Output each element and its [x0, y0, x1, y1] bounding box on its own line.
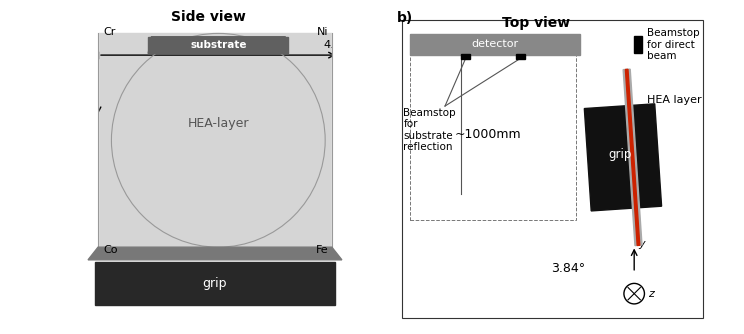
Bar: [410, 34, 577, 220]
Bar: [461, 54, 470, 59]
Text: Beamstop
for
substrate
reflection: Beamstop for substrate reflection: [403, 108, 456, 153]
Text: a): a): [28, 5, 44, 19]
Text: substrate: substrate: [190, 40, 246, 50]
Text: grip: grip: [202, 277, 227, 290]
Text: HEA layer: HEA layer: [647, 95, 702, 105]
Text: Top view: Top view: [502, 16, 571, 30]
Bar: [148, 37, 289, 53]
Text: 8.0: 8.0: [40, 58, 58, 68]
Text: ~1000mm: ~1000mm: [455, 129, 522, 141]
Text: y: y: [638, 239, 644, 249]
Text: HEA-layer: HEA-layer: [187, 117, 249, 130]
Polygon shape: [148, 37, 289, 53]
Text: Ni: Ni: [317, 27, 329, 37]
Circle shape: [112, 33, 325, 247]
Text: detector: detector: [471, 39, 519, 49]
Bar: [98, 33, 332, 247]
Bar: [634, 36, 642, 53]
Bar: [626, 69, 640, 245]
Bar: [584, 104, 661, 211]
Text: 3.84°: 3.84°: [551, 262, 586, 275]
Bar: [410, 34, 580, 55]
Text: y: y: [345, 48, 353, 62]
Text: Z: Z: [86, 124, 96, 138]
Bar: [94, 262, 336, 305]
Text: b): b): [397, 11, 413, 25]
Text: grip: grip: [608, 148, 632, 161]
Text: Cr: Cr: [103, 27, 115, 37]
Text: Side view: Side view: [171, 10, 246, 24]
Text: -2.4: -2.4: [64, 40, 86, 50]
Bar: [516, 54, 525, 59]
Text: z: z: [648, 289, 654, 299]
Bar: [332, 0, 432, 334]
Text: 94.0: 94.0: [33, 224, 58, 234]
Bar: [623, 69, 642, 245]
Text: Co: Co: [103, 245, 118, 256]
Text: Beamstop
for direct
beam: Beamstop for direct beam: [647, 28, 699, 61]
Bar: [25, 0, 98, 334]
Polygon shape: [88, 247, 342, 260]
Text: 4.1: 4.1: [323, 40, 341, 50]
Text: Fe: Fe: [316, 245, 329, 256]
